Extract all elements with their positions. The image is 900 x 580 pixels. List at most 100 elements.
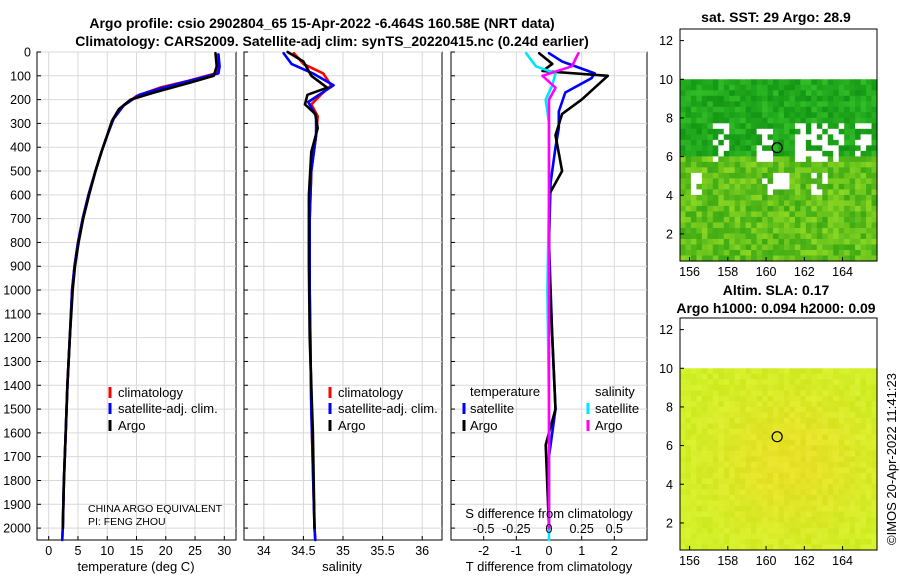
map-cell [871, 483, 878, 491]
map-cell [800, 417, 807, 424]
map-cell [805, 423, 812, 430]
map-cell [723, 516, 730, 524]
map-cell [849, 205, 856, 213]
map-cell [767, 106, 774, 113]
map-cell [860, 150, 867, 157]
map-cell [685, 156, 692, 163]
map-cell [822, 544, 829, 551]
map-cell [696, 255, 703, 262]
map-cell [783, 379, 791, 386]
map-cell [696, 156, 703, 163]
map-cell [767, 194, 774, 202]
map-cell [855, 183, 862, 191]
map-cell [756, 172, 763, 179]
map-cell [696, 401, 703, 408]
difference-legend: temperature satellite Argo salinity sate… [462, 384, 639, 433]
map-cell [855, 101, 862, 108]
map-cell [767, 406, 774, 413]
map-cell [723, 533, 730, 540]
map-cell [860, 412, 867, 419]
map-cell [849, 156, 856, 163]
s-diff-tick-label: 0 [546, 522, 553, 536]
map-cell [800, 145, 807, 152]
map-cell [734, 511, 741, 518]
map-cell [827, 544, 834, 551]
map-cell [811, 123, 818, 130]
map-cell [805, 483, 812, 491]
map-cell [740, 117, 747, 124]
map-cell [712, 101, 719, 108]
map-cell [773, 450, 780, 457]
map-cell [723, 227, 730, 235]
map-cell [751, 384, 758, 391]
map-cell [740, 233, 747, 240]
map-cell [685, 417, 692, 424]
map-cell [783, 255, 791, 262]
map-cell [707, 428, 714, 435]
map-cell [811, 445, 818, 452]
map-cell [751, 423, 758, 430]
map-cell [712, 178, 719, 185]
map-cell [838, 395, 845, 402]
map-cell [712, 183, 719, 191]
map-cell [696, 189, 703, 196]
map-cell [718, 456, 725, 463]
map-cell [794, 79, 801, 86]
map-cell [871, 434, 878, 441]
map-cell [685, 211, 692, 218]
map-cell [745, 406, 752, 413]
map-cell [838, 200, 845, 207]
x-tick-label: 5 [74, 544, 81, 558]
map-cell [833, 483, 840, 491]
map-cell [762, 390, 769, 397]
map-cell [844, 483, 851, 491]
map-cell [838, 401, 845, 408]
map-cell [855, 390, 862, 397]
map-cell [740, 511, 747, 518]
map-cell [794, 379, 801, 386]
map-cell [756, 428, 763, 435]
map-cell [789, 522, 796, 529]
map-cell [745, 417, 752, 424]
map-cell [690, 445, 698, 452]
map-cell [723, 139, 730, 146]
argo-location-marker [771, 142, 783, 154]
map-cell [838, 494, 845, 502]
map-cell [696, 205, 703, 213]
map-cell [696, 533, 703, 540]
map-cell [794, 538, 801, 546]
map-cell [816, 150, 823, 157]
map-cell [756, 494, 763, 502]
map-cell [756, 500, 763, 507]
map-cell [778, 194, 785, 202]
map-cell [789, 373, 796, 380]
map-cell [816, 211, 823, 218]
map-cell [833, 373, 840, 380]
map-cell [789, 439, 796, 446]
map-cell [816, 445, 823, 452]
map-cell [740, 472, 747, 480]
map-cell [789, 117, 796, 124]
map-cell [751, 434, 758, 441]
map-cell [773, 478, 780, 485]
map-cell [767, 505, 774, 513]
map-cell [827, 189, 834, 196]
map-cell [849, 200, 856, 207]
map-cell [833, 412, 840, 419]
map-cell [773, 123, 780, 130]
map-cell [701, 189, 708, 196]
map-cell [718, 373, 725, 380]
map-cell [696, 445, 703, 452]
map-cell [800, 390, 807, 397]
map-cell [685, 216, 692, 224]
map-cell [701, 384, 708, 391]
map-cell [729, 101, 736, 108]
map-cell [816, 216, 823, 224]
map-cell [729, 200, 736, 207]
map-cell [800, 489, 807, 496]
map-cell [778, 128, 785, 135]
map-cell [762, 379, 769, 386]
map-cell [707, 194, 714, 202]
map-cell [794, 139, 801, 146]
map-cell [783, 183, 791, 191]
